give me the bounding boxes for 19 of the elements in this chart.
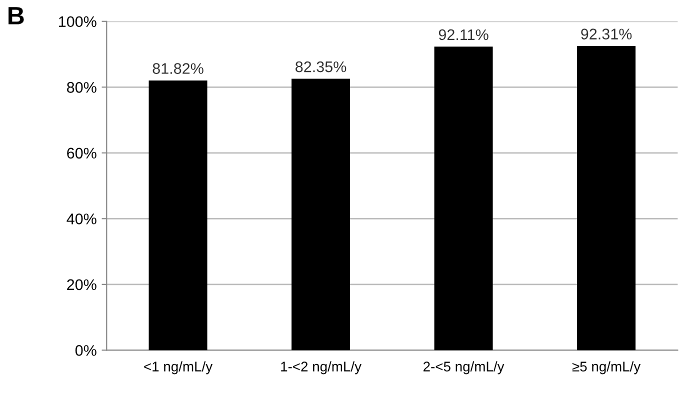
y-tick-label: 20% (67, 279, 96, 290)
y-tick-label: 60% (67, 148, 96, 159)
bar (434, 46, 493, 350)
y-tick-label: 0% (75, 345, 96, 356)
data-label: 92.31% (581, 28, 632, 40)
bar (577, 46, 636, 350)
x-tick-label: 2-<5 ng/mL/y (424, 361, 504, 374)
y-tick-label: 80% (67, 82, 96, 93)
x-tick-label: ≥5 ng/mL/y (572, 361, 641, 374)
data-label: 81.82% (152, 63, 204, 74)
x-tick-label: <1 ng/mL/y (144, 361, 213, 374)
y-tick-label: 100% (59, 16, 96, 28)
data-label: 92.11% (438, 29, 488, 40)
chart-title: B (8, 7, 24, 24)
bar (148, 80, 208, 350)
y-tick-label: 40% (66, 214, 96, 224)
bar (292, 78, 350, 350)
data-label: 82.35% (296, 61, 346, 72)
x-tick-label: 1-<2 ng/mL/y (281, 361, 362, 374)
